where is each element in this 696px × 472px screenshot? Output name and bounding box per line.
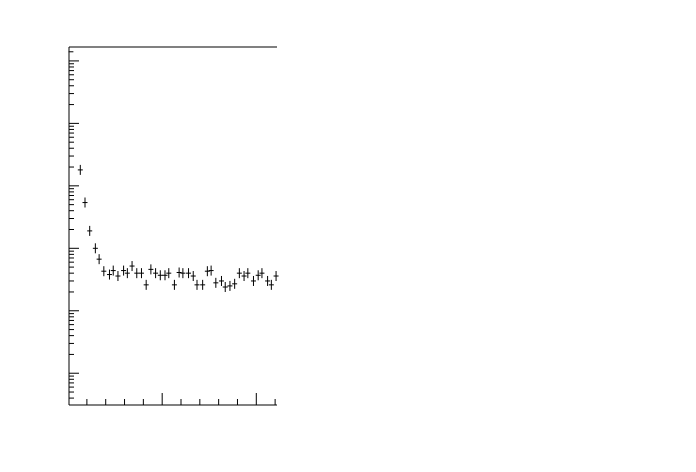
data-point bbox=[82, 197, 88, 208]
data-point bbox=[265, 275, 271, 286]
data-point bbox=[227, 280, 233, 291]
data-point bbox=[180, 268, 186, 279]
data-point bbox=[121, 265, 127, 276]
data-point bbox=[255, 270, 261, 281]
data-point bbox=[176, 267, 182, 278]
data-point bbox=[171, 279, 177, 290]
data-point bbox=[77, 164, 83, 175]
data-point bbox=[143, 279, 149, 290]
data-point bbox=[259, 268, 265, 279]
data-point bbox=[213, 277, 219, 288]
data-point bbox=[208, 265, 214, 276]
data-point bbox=[273, 271, 279, 282]
data-point bbox=[268, 279, 274, 290]
data-point bbox=[162, 270, 168, 281]
data-point bbox=[157, 270, 163, 281]
data-point bbox=[222, 282, 228, 293]
data-point bbox=[204, 266, 210, 277]
data-point bbox=[138, 268, 144, 279]
data-point bbox=[96, 254, 102, 265]
data-point bbox=[245, 268, 251, 279]
data-point bbox=[106, 269, 112, 280]
data-point bbox=[232, 278, 238, 289]
data-point bbox=[153, 268, 159, 279]
data-point bbox=[101, 266, 107, 277]
data-point bbox=[186, 268, 192, 279]
data-point bbox=[194, 279, 200, 290]
data-point bbox=[87, 225, 93, 236]
data-point bbox=[92, 243, 98, 254]
data-point bbox=[200, 279, 206, 290]
data-point bbox=[218, 275, 224, 286]
data-point bbox=[190, 271, 196, 282]
data-point bbox=[236, 268, 242, 279]
data-point bbox=[124, 268, 130, 279]
data-point bbox=[134, 268, 140, 279]
data-point bbox=[241, 271, 247, 282]
data-point bbox=[148, 264, 154, 275]
data-point bbox=[110, 265, 116, 276]
data-point bbox=[115, 271, 121, 282]
data-point bbox=[129, 261, 135, 272]
data-point bbox=[166, 268, 172, 279]
data-point bbox=[250, 275, 256, 286]
